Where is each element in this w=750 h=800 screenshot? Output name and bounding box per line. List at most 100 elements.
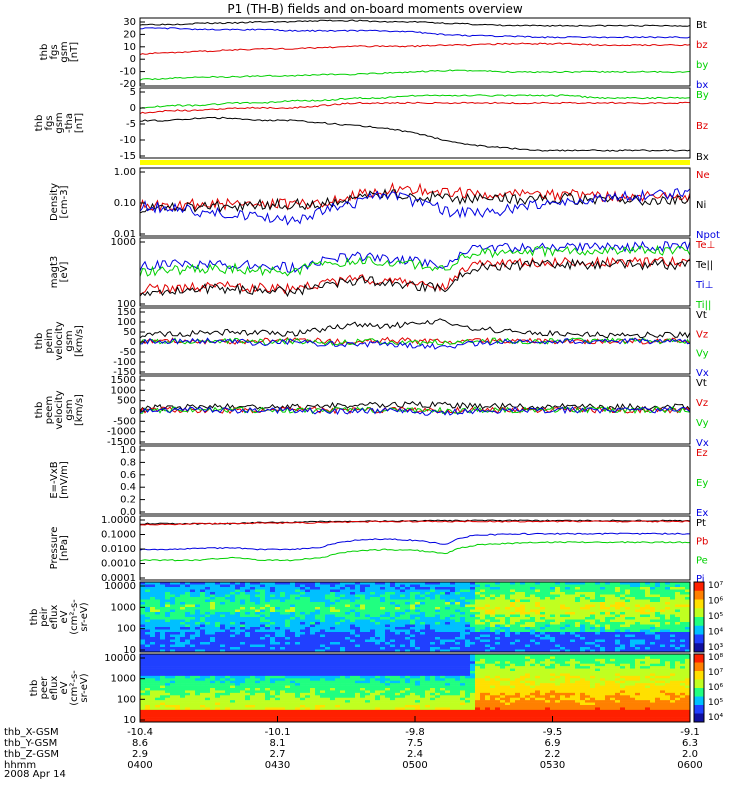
- spectrogram-cell: [310, 683, 316, 686]
- spectrogram-cell: [160, 644, 166, 648]
- spectrogram-cell: [420, 594, 426, 598]
- spectrogram-cell: [275, 609, 281, 613]
- spectrogram-cell: [175, 642, 181, 645]
- spectrogram-cell: [565, 607, 571, 610]
- spectrogram-cell: [445, 607, 451, 610]
- spectrogram-cell: [440, 702, 446, 706]
- spectrogram-cell: [395, 705, 401, 708]
- spectrogram-cell: [180, 714, 186, 718]
- spectrogram-cell: [450, 609, 456, 613]
- spectrogram-cell: [500, 604, 506, 608]
- spectrogram-cell: [235, 634, 241, 638]
- spectrogram-cell: [210, 592, 216, 595]
- spectrogram-cell: [655, 589, 661, 593]
- spectrogram-cell: [155, 634, 161, 638]
- spectrogram-cell: [340, 589, 346, 593]
- spectrogram-cell: [370, 597, 376, 600]
- spectrogram-cell: [235, 697, 241, 701]
- spectrogram-cell: [155, 678, 161, 682]
- spectrogram-cell: [290, 714, 296, 718]
- spectrogram-cell: [330, 589, 336, 593]
- spectrogram-cell: [580, 587, 586, 590]
- spectrogram-cell: [155, 709, 161, 713]
- spectrogram-cell: [425, 582, 431, 585]
- spectrogram-cell: [610, 594, 616, 598]
- spectrogram-cell: [355, 637, 361, 640]
- spectrogram-cell: [385, 658, 391, 662]
- spectrogram-cell: [310, 702, 316, 706]
- spectrogram-cell: [420, 592, 426, 595]
- spectrogram-cell: [235, 644, 241, 648]
- spectrogram-cell: [435, 584, 441, 588]
- spectrogram-cell: [485, 607, 491, 610]
- spectrogram-cell: [425, 589, 431, 593]
- spectrogram-cell: [195, 622, 201, 625]
- spectrogram-cell: [495, 619, 501, 623]
- spectrogram-cell: [525, 592, 531, 595]
- spectrogram-cell: [275, 685, 281, 689]
- spectrogram-cell: [585, 612, 591, 615]
- spectrogram-cell: [355, 714, 361, 718]
- spectrogram-cell: [385, 702, 391, 706]
- spectrogram-cell: [305, 709, 311, 713]
- spectrogram-cell: [425, 717, 431, 720]
- spectrogram-cell: [520, 612, 526, 615]
- spectrogram-cell: [555, 592, 561, 595]
- spectrogram-cell: [455, 624, 461, 628]
- spectrogram-cell: [360, 619, 366, 623]
- spectrogram-cell: [310, 678, 316, 682]
- spectrogram-cell: [435, 624, 441, 628]
- spectrogram-cell: [285, 668, 291, 672]
- spectrogram-cell: [325, 607, 331, 610]
- spectrogram-cell: [370, 661, 376, 665]
- spectrogram-cell: [435, 719, 441, 723]
- spectrogram-cell: [655, 594, 661, 598]
- spectrogram-cell: [530, 592, 536, 595]
- spectrogram-cell: [450, 582, 456, 585]
- spectrogram-cell: [590, 622, 596, 625]
- spectrogram-cell: [305, 629, 311, 633]
- legend-label: Ez: [696, 448, 708, 459]
- spectrogram-cell: [225, 705, 231, 708]
- spectrogram-cell: [420, 666, 426, 669]
- spectrogram-cell: [490, 602, 496, 605]
- spectrogram-cell: [245, 668, 251, 672]
- spectrogram-cell: [645, 592, 651, 595]
- spectrogram-cell: [415, 584, 421, 588]
- spectrogram-cell: [280, 683, 286, 686]
- spectrogram-cell: [180, 612, 186, 615]
- spectrogram-cell: [520, 634, 526, 638]
- spectrogram-cell: [590, 647, 596, 650]
- spectrogram-cell: [155, 668, 161, 672]
- spectrogram-cell: [480, 649, 486, 653]
- spectrogram-cell: [620, 622, 626, 625]
- spectrogram-cell: [465, 624, 471, 628]
- spectrogram-cell: [285, 705, 291, 708]
- spectrogram-cell: [145, 587, 151, 590]
- spectrogram-cell: [385, 668, 391, 672]
- spectrogram-cell: [420, 634, 426, 638]
- spectrogram-cell: [565, 649, 571, 653]
- spectrogram-cell: [385, 627, 391, 630]
- spectrogram-cell: [165, 700, 171, 703]
- spectrogram-cell: [610, 607, 616, 610]
- spectrogram-cell: [685, 589, 691, 593]
- spectrogram-cell: [265, 712, 271, 716]
- spectrogram-cell: [345, 647, 351, 650]
- spectrogram-cell: [295, 697, 301, 701]
- spectrogram-cell: [245, 634, 251, 638]
- spectrogram-cell: [440, 602, 446, 605]
- spectrogram-cell: [205, 671, 211, 674]
- spectrogram-cell: [595, 604, 601, 608]
- spectrogram-cell: [425, 673, 431, 677]
- spectrogram-cell: [510, 582, 516, 585]
- spectrogram-cell: [500, 597, 506, 600]
- spectrogram-cell: [625, 604, 631, 608]
- spectrogram-cell: [210, 697, 216, 701]
- spectrogram-cell: [365, 714, 371, 718]
- spectrogram-cell: [200, 622, 206, 625]
- spectrogram-cell: [595, 607, 601, 610]
- spectrogram-cell: [365, 717, 371, 720]
- spectrogram-cell: [525, 629, 531, 633]
- spectrogram-cell: [145, 637, 151, 640]
